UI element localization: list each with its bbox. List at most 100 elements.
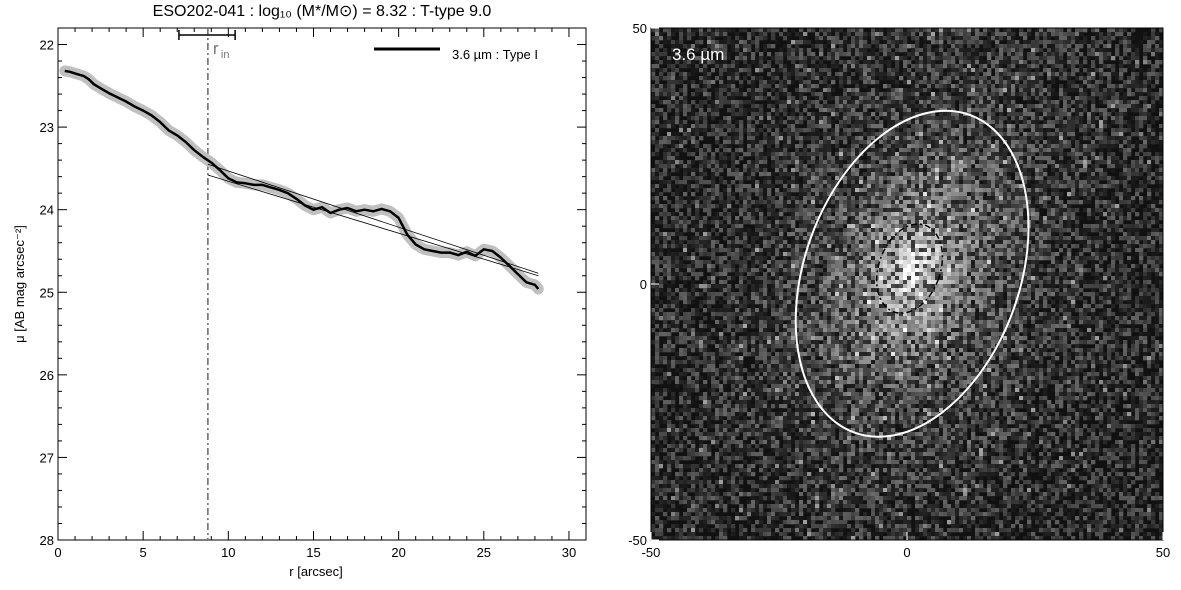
- image-pixel: [811, 156, 816, 161]
- image-pixel: [783, 132, 788, 137]
- image-pixel: [1027, 28, 1032, 33]
- image-pixel: [675, 40, 680, 45]
- image-pixel: [1011, 180, 1016, 185]
- image-pixel: [1075, 208, 1080, 213]
- image-pixel: [763, 160, 768, 165]
- image-pixel: [1143, 88, 1148, 93]
- image-pixel: [795, 116, 800, 121]
- image-pixel: [1111, 136, 1116, 141]
- image-pixel: [967, 156, 972, 161]
- image-pixel: [747, 208, 752, 213]
- image-pixel: [1043, 180, 1048, 185]
- image-pixel: [915, 112, 920, 117]
- image-pixel: [983, 40, 988, 45]
- image-pixel: [1059, 184, 1064, 189]
- image-pixel: [1011, 168, 1016, 173]
- image-pixel: [715, 112, 720, 117]
- image-pixel: [715, 76, 720, 81]
- image-pixel: [943, 32, 948, 37]
- image-pixel: [675, 28, 680, 33]
- image-pixel: [927, 60, 932, 65]
- image-pixel: [1083, 164, 1088, 169]
- image-pixel: [731, 180, 736, 185]
- image-pixel: [771, 80, 776, 85]
- image-pixel: [1147, 116, 1152, 121]
- image-pixel: [791, 124, 796, 129]
- image-pixel: [1071, 100, 1076, 105]
- image-pixel: [967, 196, 972, 201]
- image-pixel: [851, 52, 856, 57]
- image-pixel: [775, 84, 780, 89]
- image-pixel: [855, 84, 860, 89]
- image-pixel: [1055, 32, 1060, 37]
- image-pixel: [1075, 96, 1080, 101]
- image-pixel: [723, 68, 728, 73]
- image-pixel: [859, 96, 864, 101]
- image-pixel: [1079, 128, 1084, 133]
- image-pixel: [715, 160, 720, 165]
- image-pixel: [763, 44, 768, 49]
- image-pixel: [779, 168, 784, 173]
- image-pixel: [1075, 56, 1080, 61]
- image-pixel: [679, 44, 684, 49]
- image-pixel: [751, 80, 756, 85]
- image-pixel: [1055, 92, 1060, 97]
- image-pixel: [1131, 72, 1136, 77]
- image-pixel: [651, 56, 656, 61]
- image-pixel: [827, 144, 832, 149]
- image-pixel: [859, 100, 864, 105]
- image-pixel: [867, 92, 872, 97]
- image-pixel: [699, 172, 704, 177]
- image-pixel: [999, 36, 1004, 41]
- image-pixel: [819, 88, 824, 93]
- image-pixel: [1023, 116, 1028, 121]
- image-pixel: [855, 148, 860, 153]
- image-pixel: [1155, 160, 1160, 165]
- image-pixel: [799, 144, 804, 149]
- image-pixel: [783, 104, 788, 109]
- image-pixel: [755, 32, 760, 37]
- image-pixel: [787, 132, 792, 137]
- image-pixel: [1031, 112, 1036, 117]
- image-pixel: [843, 200, 848, 205]
- image-pixel: [835, 136, 840, 141]
- image-pixel: [1127, 44, 1132, 49]
- image-pixel: [891, 116, 896, 121]
- image-pixel: [1159, 60, 1164, 65]
- image-pixel: [835, 212, 840, 217]
- image-pixel: [1023, 80, 1028, 85]
- image-pixel: [955, 28, 960, 33]
- image-pixel: [1107, 92, 1112, 97]
- image-pixel: [899, 44, 904, 49]
- image-pixel: [727, 52, 732, 57]
- image-pixel: [835, 128, 840, 133]
- image-pixel: [927, 208, 932, 213]
- image-pixel: [871, 136, 876, 141]
- image-pixel: [1107, 56, 1112, 61]
- image-pixel: [983, 176, 988, 181]
- image-pixel: [883, 132, 888, 137]
- image-pixel: [1079, 28, 1084, 33]
- image-pixel: [959, 80, 964, 85]
- image-pixel: [1091, 116, 1096, 121]
- image-pixel: [855, 128, 860, 133]
- image-pixel: [955, 164, 960, 169]
- image-pixel: [819, 52, 824, 57]
- image-pixel: [1007, 52, 1012, 57]
- image-pixel: [971, 120, 976, 125]
- image-pixel: [807, 112, 812, 117]
- image-pixel: [847, 76, 852, 81]
- image-pixel: [919, 108, 924, 113]
- image-pixel: [671, 96, 676, 101]
- image-pixel: [831, 88, 836, 93]
- image-pixel: [895, 112, 900, 117]
- image-pixel: [1023, 148, 1028, 153]
- image-pixel: [903, 92, 908, 97]
- image-pixel: [855, 52, 860, 57]
- image-pixel: [675, 200, 680, 205]
- image-pixel: [1027, 64, 1032, 69]
- image-pixel: [711, 68, 716, 73]
- image-pixel: [1007, 120, 1012, 125]
- image-pixel: [799, 96, 804, 101]
